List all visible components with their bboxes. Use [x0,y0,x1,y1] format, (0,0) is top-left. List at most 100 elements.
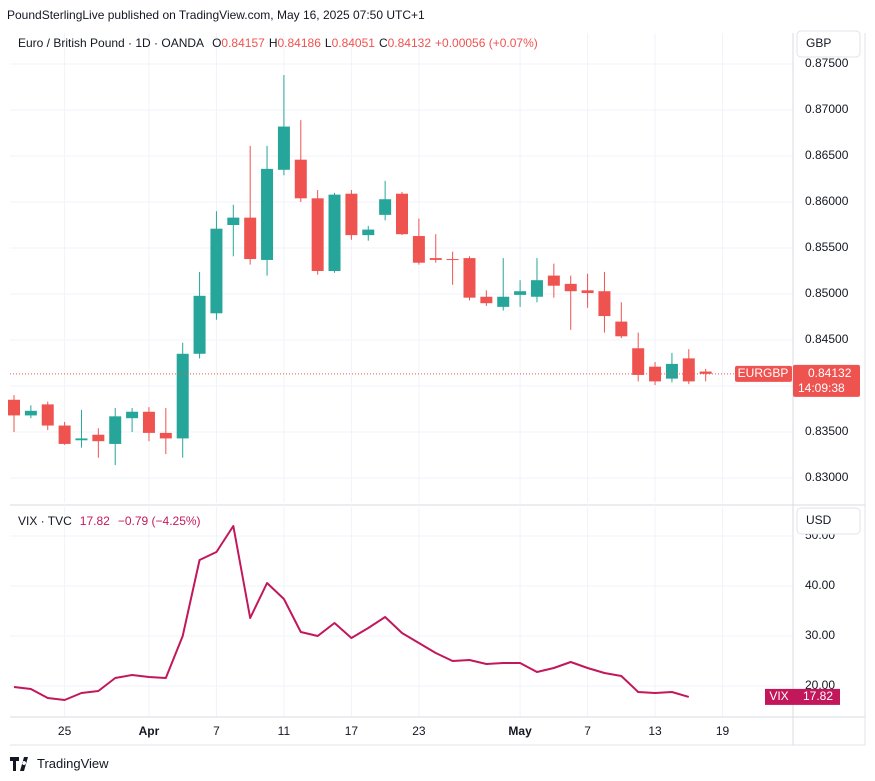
brand: TradingView [37,756,109,771]
legend-change: −0.79 (−4.25%) [117,514,201,528]
candle-body [193,295,206,354]
y-tick-label: 0.86000 [805,194,849,208]
candle-body [311,198,324,271]
symbol-tag [735,365,792,382]
candle-body [379,199,392,215]
candle-body [598,291,611,317]
x-tick-label: 17 [345,724,359,738]
x-tick-label: 25 [58,724,72,738]
legend-change: +0.00056 (+0.07%) [435,36,538,50]
value-tag [793,688,840,705]
candle-body [362,229,375,236]
y-tick-label: 30.00 [805,628,835,642]
y-tick-label: 0.84500 [805,332,849,346]
price-tag-label: 0.84132 [808,366,852,380]
candle-body [581,290,594,294]
legend-value: 0.84051 [331,36,375,50]
candle-body [142,411,155,433]
line-series [13,525,690,701]
candle-body [24,410,37,416]
logo [10,756,28,771]
candle-body [514,291,527,295]
publisher: PoundSterlingLive published on TradingVi… [7,8,425,22]
candle-body [126,411,139,419]
candle-body [665,363,678,379]
currency-label: USD [806,513,832,527]
y-tick-label: 0.83500 [805,424,849,438]
candle-body [480,296,493,304]
currency-label: GBP [806,36,831,50]
legend-value: 0.84157 [221,36,265,50]
y-tick-label: 0.83000 [805,470,849,484]
legend-value: 0.84132 [387,36,432,50]
candle-body [429,258,442,260]
price-tag [793,364,860,397]
symbol-title: Euro / British Pound · 1D · OANDA [18,36,205,50]
grid [10,33,793,717]
candle-body [699,371,712,374]
value-tag-label: 17.82 [803,689,833,703]
currency-button [796,507,861,535]
x-tick-label: 7 [584,724,591,738]
x-tick-label: May [508,724,532,738]
legend-label: C [378,36,388,50]
candle-body [176,353,189,439]
candle-body [328,194,341,271]
candle-body [547,275,560,286]
candle-body [294,159,307,199]
candle-body [564,283,577,292]
candle-body [92,434,105,442]
candle-body [615,321,628,337]
legend-label: H [268,36,278,50]
candle-body [682,358,695,382]
y-tick-label: 0.87000 [805,102,849,116]
candle-body [497,296,510,307]
y-tick-label: 0.86500 [805,148,849,162]
axes: 25Apr7111723May713190.830000.835000.8400… [10,30,866,746]
x-tick-label: 19 [716,724,730,738]
candle-body [446,259,459,261]
symbol-tag-label: EURGBP [738,366,789,380]
legend-label: L [324,36,332,50]
candle-body [463,258,476,298]
y-tick-label: 0.85500 [805,240,849,254]
candle-body [412,236,425,263]
candle-body [210,228,223,314]
candle-body [277,126,290,170]
candle-body [109,416,122,444]
candle-body [41,404,54,426]
y-tick-label: 0.87500 [805,56,849,70]
footer: TradingView [10,756,109,771]
vix-legend: VIX · TVC 17.82 −0.79 (−4.25%) [18,514,205,528]
main-legend: Euro / British Pound · 1D · OANDA O 0.841… [18,36,542,50]
candle-body [396,193,409,235]
candle-body [632,348,645,375]
legend-label: O [212,36,222,50]
candle-body [261,168,274,260]
y-tick-label: 20.00 [805,678,835,692]
marks [8,75,735,701]
series-tag [765,688,793,705]
x-tick-label: 7 [213,724,220,738]
candle-body [58,425,71,444]
legend-value: 17.82 [79,514,110,528]
candle-body [159,432,172,439]
countdown: 14:09:38 [798,381,845,395]
legend-value: 0.84186 [277,36,321,50]
candle-body [8,399,20,416]
x-tick-label: 23 [412,724,426,738]
x-tick-label: 13 [648,724,662,738]
candle-body [75,438,88,441]
y-tick-label: 0.85000 [805,286,849,300]
candle-body [227,217,240,225]
candle-body [244,217,257,260]
x-tick-label: 11 [278,724,291,738]
series-tag-name: VIX [769,689,788,703]
currency-button [796,30,861,58]
y-tick-label: 40.00 [805,578,835,592]
candle-body [345,193,358,236]
x-tick-label: Apr [139,724,160,738]
candle-body [530,280,543,297]
